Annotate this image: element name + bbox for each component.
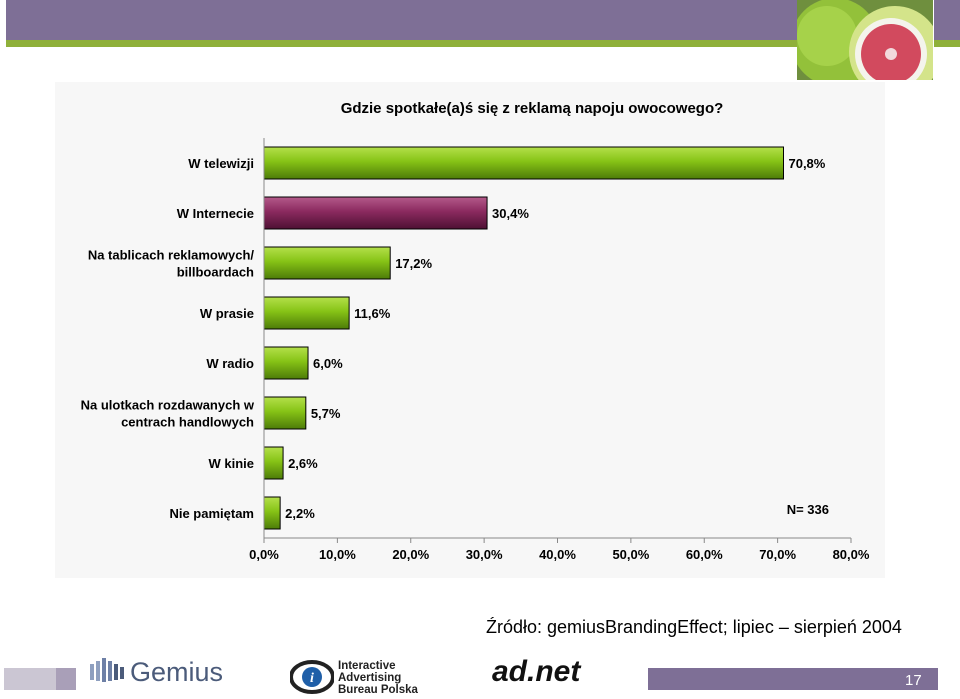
bar-value-label: 6,0% [313,356,343,371]
bar [263,246,391,280]
bar [263,146,784,180]
x-tick-label: 50,0% [612,547,649,562]
x-tick-label: 40,0% [539,547,576,562]
iab-logo: i Interactive Advertising Bureau Polska [289,660,418,699]
adnet-logo: ad.net [492,655,581,688]
bar [263,396,307,430]
category-label: centrach handlowych [121,415,254,430]
gemius-mark-icon [90,658,124,682]
category-label: billboardach [177,265,254,280]
category-label: Na ulotkach rozdawanych w [81,398,255,413]
bar-value-label: 2,2% [285,506,315,521]
bar-value-label: 30,4% [492,206,529,221]
header-accent-line [6,40,800,47]
header-band-right [934,0,960,40]
bar [263,296,350,330]
bar-value-label: 2,6% [288,456,318,471]
footer-band-right [648,668,938,690]
bar [263,496,281,530]
gemius-logo-text: Gemius [130,657,224,687]
footer-band-left-accent [56,668,76,690]
bar-value-label: 5,7% [311,406,341,421]
category-label: W prasie [200,306,254,321]
iab-line-2: Advertising [338,672,402,684]
bar-value-label: 70,8% [788,156,825,171]
category-label: W radio [206,356,254,371]
category-label: W Internecie [177,206,254,221]
bar-highlighted [263,196,488,230]
source-note: Źródło: gemiusBrandingEffect; lipiec – s… [486,617,902,637]
x-tick-label: 30,0% [466,547,503,562]
category-label: W kinie [208,456,254,471]
x-tick-label: 60,0% [686,547,723,562]
iab-line-1: Interactive [338,660,396,672]
chart-title: Gdzie spotkałe(a)ś się z reklamą napoju … [341,100,724,117]
bar-value-label: 11,6% [354,306,391,321]
iab-line-3: Bureau Polska [338,684,418,696]
x-tick-label: 80,0% [833,547,870,562]
x-tick-label: 10,0% [319,547,356,562]
sample-size-annotation: N= 336 [787,502,829,517]
bar [263,446,284,480]
header-band [6,0,800,40]
svg-text:i: i [310,671,314,686]
header-accent-line-right [934,40,960,47]
category-label: Nie pamiętam [169,506,254,521]
category-label: W telewizji [188,156,254,171]
x-tick-label: 20,0% [392,547,429,562]
bar [263,346,309,380]
grapefruit-image [797,0,933,80]
bar-value-label: 17,2% [395,256,432,271]
x-tick-label: 0,0% [249,547,279,562]
page-number: 17 [905,672,922,689]
x-tick-label: 70,0% [759,547,796,562]
category-label: Na tablicach reklamowych/ [88,248,255,263]
iab-mark-icon: i [289,660,335,694]
gemius-logo: Gemius [90,657,223,688]
